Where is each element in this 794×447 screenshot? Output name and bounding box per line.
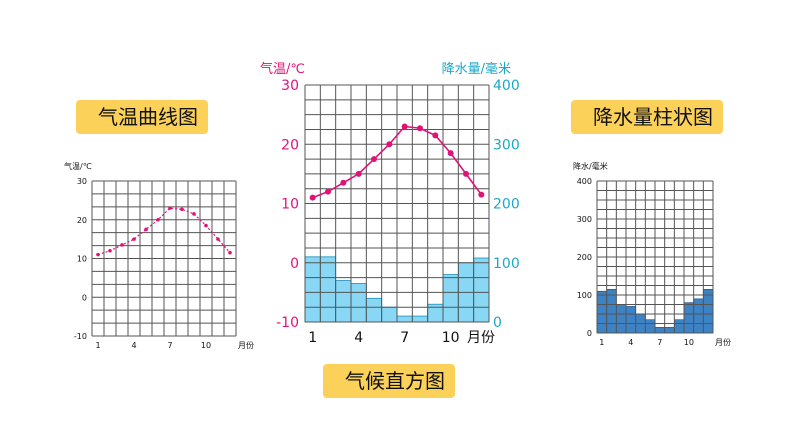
temperature-point — [417, 125, 423, 132]
temperature-point — [156, 217, 160, 222]
left-tick-label: -10 — [276, 315, 299, 331]
x-tick-label: 10 — [684, 338, 694, 347]
x-tick-label: 7 — [400, 330, 409, 346]
temperature-point — [204, 223, 208, 228]
precipitation-bar — [411, 315, 429, 323]
temperature-point — [96, 252, 100, 257]
x-tick-label: 10 — [201, 341, 211, 350]
y-tick-label: 0 — [82, 293, 87, 302]
temperature-point — [309, 194, 316, 201]
precipitation-bar — [625, 306, 636, 334]
temperature-point — [132, 237, 136, 241]
precipitation-bar — [683, 302, 694, 334]
temperature-point — [120, 243, 124, 247]
precipitation-bar — [473, 257, 490, 323]
temperature-point — [168, 206, 172, 210]
y-tick-label: 300 — [577, 215, 592, 224]
precipitation-bar — [606, 289, 617, 334]
temperature-point — [108, 248, 112, 253]
y-tick-label: 200 — [577, 253, 592, 262]
precipitation-bar — [304, 256, 321, 323]
precipitation-bar — [365, 297, 383, 323]
y-axis-label: 气温/℃ — [64, 161, 92, 171]
left-axis-label: 气温/℃ — [260, 61, 305, 77]
temperature-point — [401, 123, 408, 130]
x-tick-label: 1 — [95, 341, 100, 350]
temperature-point — [355, 170, 362, 177]
temperature-point — [447, 150, 454, 157]
precipitation-bar — [381, 306, 398, 323]
precipitation-bar — [442, 274, 459, 323]
precipitation-bar — [645, 319, 656, 334]
precipitation-bar — [693, 298, 704, 334]
temperature-point — [192, 212, 196, 216]
right-tick-label: 200 — [493, 197, 520, 213]
right-tick-label: 100 — [493, 256, 520, 272]
y-tick-label: 400 — [577, 177, 592, 186]
temperature-point — [432, 132, 439, 139]
right-tick-label: 0 — [493, 315, 502, 331]
temperature-point — [325, 188, 331, 195]
y-tick-label: 0 — [587, 329, 592, 338]
y-tick-label: 20 — [77, 216, 87, 225]
precipitation-bar — [596, 290, 607, 334]
temperature-point — [144, 227, 148, 232]
precipitation-bar — [319, 256, 337, 323]
x-tick-label: 7 — [657, 338, 662, 347]
temperature-point — [228, 250, 232, 255]
y-tick-label: -10 — [74, 332, 87, 341]
x-tick-label: 10 — [442, 330, 460, 346]
x-tick-label: 4 — [354, 330, 363, 346]
precipitation-bar — [664, 327, 675, 334]
precipitation-bar-badge: 降水量柱状图 — [571, 100, 723, 134]
left-tick-label: 10 — [281, 197, 299, 213]
left-tick-label: 20 — [281, 137, 299, 153]
temperature-point — [386, 141, 393, 148]
x-tick-label: 1 — [308, 330, 317, 346]
left-tick-label: 30 — [281, 78, 299, 94]
precipitation-bar — [396, 315, 413, 323]
x-axis-label: 月份 — [715, 337, 731, 347]
x-axis-label: 月份 — [467, 330, 495, 346]
y-tick-label: 30 — [77, 177, 87, 186]
right-tick-label: 400 — [493, 78, 520, 94]
temperature-point — [478, 191, 485, 198]
x-tick-label: 1 — [599, 338, 604, 347]
right-tick-label: 300 — [493, 137, 520, 153]
x-tick-label: 4 — [131, 341, 136, 350]
precipitation-bar — [674, 319, 685, 334]
left-tick-label: 0 — [290, 256, 299, 272]
precipitation-bar — [616, 304, 627, 334]
x-tick-label: 4 — [628, 338, 633, 347]
temperature-point — [340, 179, 347, 186]
precipitation-bar — [335, 280, 352, 323]
temperature-curve-chart: 气温/℃ 30 20 10 0 -10 1 4 7 10 月份 — [64, 161, 254, 350]
precipitation-bar — [350, 283, 367, 323]
temperature-curve-badge: 气温曲线图 — [76, 100, 208, 134]
y-tick-label: 100 — [577, 291, 592, 300]
temperature-point — [371, 156, 377, 163]
precipitation-bar-chart: 降水/毫米 400 300 200 100 01 4 7 10 月份 — [573, 161, 731, 347]
temperature-point — [216, 237, 220, 241]
temperature-point — [180, 207, 184, 212]
climate-histogram-badge: 气候直方图 — [323, 364, 455, 398]
right-axis-label: 降水量/毫米 — [442, 61, 511, 77]
x-axis-label: 月份 — [238, 340, 254, 350]
precipitation-bar — [654, 327, 665, 334]
y-axis-label: 降水/毫米 — [573, 161, 608, 171]
precipitation-bar — [703, 289, 714, 334]
y-tick-label: 10 — [77, 255, 87, 264]
temperature-point — [463, 170, 469, 177]
x-tick-label: 7 — [167, 341, 172, 350]
